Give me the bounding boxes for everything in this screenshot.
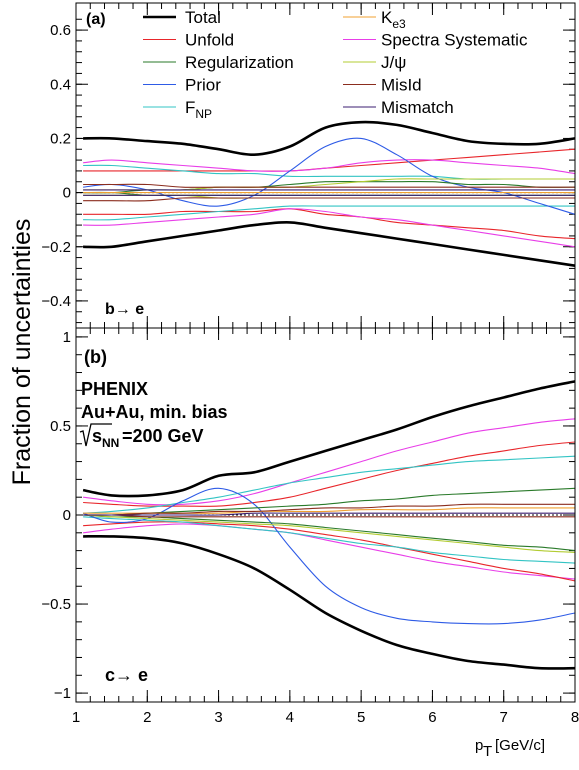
y-tick-label-b: 1 [63,329,71,346]
y-tick-label-a: −0.4 [41,293,71,310]
x-tick-label: 6 [428,709,436,726]
y-tick-label-b: −1 [54,685,71,702]
x-axis-label: p T [GeV/c] [475,737,545,760]
x-tick-label: 8 [571,709,579,726]
legend-label: Spectra Systematic [381,31,528,50]
panel-label-a: (a) [86,11,106,28]
x-tick-label: 7 [500,709,508,726]
x-axis-label-main: p [475,737,483,754]
x-tick-label: 4 [286,709,294,726]
panel-b: −1−0.500.51 (b) PHENIX Au+Au, min. bias … [41,327,576,703]
panel-label-b: (b) [84,347,107,367]
y-tick-label-a: 0.6 [50,22,71,39]
series-line-spectra-systematic-a [83,208,576,248]
x-axis-label-sub: T [483,743,492,760]
legend-label-subscript: NP [195,107,212,121]
series-line-f-np-b [83,455,576,514]
sqrt-symbol [79,423,112,447]
x-tick-label: 1 [72,709,80,726]
legend-label: Mismatch [381,98,454,117]
series-line-total-a [83,120,576,157]
series-line-total-b [83,534,576,670]
legend-label: MisId [381,76,422,95]
series-line-mismatch-b [83,512,575,516]
legend-label: Unfold [185,31,234,50]
energy-s: s [92,426,102,446]
legend-label: Total [185,8,221,27]
y-tick-label-b: 0 [63,507,71,524]
y-tick-label-a: 0 [63,185,71,202]
x-tick-label: 5 [357,709,365,726]
legend-label: J/ψ [381,53,406,72]
legend-label-subscript: e3 [392,17,406,31]
series-line-unfold-a [83,208,576,240]
y-tick-label-a: 0.2 [50,130,71,147]
series-line-misid-a [83,183,575,188]
process-label-a: b→ e [105,301,144,318]
x-axis: 1 2 3 4 5 6 7 8 [72,709,579,726]
series-line-misid-a [83,197,575,202]
series-line-spectra-systematic-b [83,418,576,506]
x-axis-label-unit: [GeV/c] [495,737,545,754]
x-tick-label: 2 [143,709,151,726]
plot-area-a: −0.4 −0.2 0 0.2 0.4 0.6 [41,3,576,328]
x-tick-label: 3 [214,709,222,726]
frame-b [75,327,576,703]
y-tick-label-a: −0.2 [41,239,71,256]
series-line-misid-b [83,514,575,518]
series-line-spectra-systematic-a [83,159,576,175]
series-line-prior-b [82,487,576,625]
plot-area-b: −1 −0.5 0 0.5 1 [41,328,576,702]
y-axis-label: Fraction of uncertainties [8,219,36,486]
legend: Total Unfold Regularization Prior FNP Ke3Spec… [143,8,528,121]
series-line-total-b [82,380,576,498]
energy-label: s NN =200 GeV [79,423,204,450]
energy-sub: NN [102,436,119,450]
series-line-misid-b [83,503,575,516]
series-line-f-np-b [83,516,576,564]
process-label-b: c→ e [105,665,148,685]
series-line-unfold-b [83,521,576,582]
system-label: Au+Au, min. bias [81,402,228,422]
legend-label: Regularization [185,53,294,72]
legend-label: FNP [185,98,212,121]
y-tick-label-b: 0.5 [50,418,71,435]
legend-label: Prior [185,76,221,95]
energy-value: =200 GeV [122,426,204,446]
series-line-j--b [83,514,576,553]
series-line-total-a [83,221,576,267]
legend-label: Ke3 [381,8,406,31]
experiment-label: PHENIX [81,379,148,399]
series-line-f-np-a [83,205,575,221]
series-line-spectra-systematic-b [83,523,576,580]
y-tick-label-b: −0.5 [41,596,71,613]
series-line-unfold-b [83,441,576,507]
panel-a: −0.4 −0.2 0 0.2 0.4 0.6 (a) b→ e Total Unfold R… [41,2,576,329]
y-tick-label-a: 0.4 [50,76,71,93]
